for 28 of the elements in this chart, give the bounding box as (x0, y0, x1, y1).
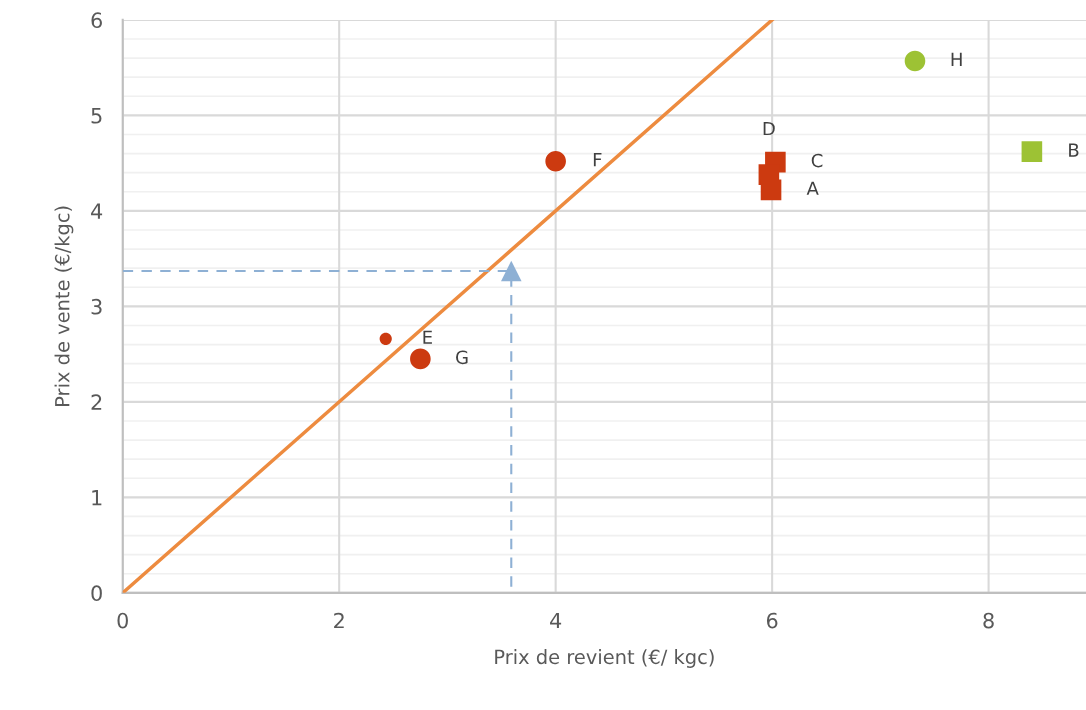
annotation: G (456, 350, 468, 365)
y-tick-label: 6 (91, 12, 102, 29)
point (410, 348, 431, 370)
x-tick-label: 8 (983, 612, 994, 629)
annotation: A (806, 181, 819, 195)
y-axis-title: Prix de vente (€/kgc) (54, 206, 74, 406)
y-tick-label: 0 (91, 585, 102, 602)
annotation: E (423, 330, 432, 344)
point (500, 260, 522, 282)
point (545, 150, 566, 172)
x-tick-label: 6 (766, 612, 778, 629)
annotation: H (951, 52, 962, 66)
y-tick-label: 5 (91, 108, 102, 124)
point (904, 50, 926, 72)
annotation: B (1069, 143, 1079, 157)
x-tick-label: 2 (334, 612, 344, 629)
y-tick-label: 1 (92, 490, 102, 506)
x-axis-title: Prix de revient (€/ kgc) (495, 649, 714, 668)
y-tick-label: 4 (91, 203, 103, 219)
y-tick-label: 3 (91, 298, 102, 315)
x-tick-label: 4 (550, 612, 562, 629)
annotation: C (811, 153, 823, 168)
x-tick-label: 0 (117, 612, 128, 629)
point (1021, 141, 1043, 162)
annotation: F (593, 153, 602, 167)
y-tick-label: 2 (91, 394, 102, 410)
point (760, 179, 782, 201)
annotation: D (763, 121, 775, 136)
